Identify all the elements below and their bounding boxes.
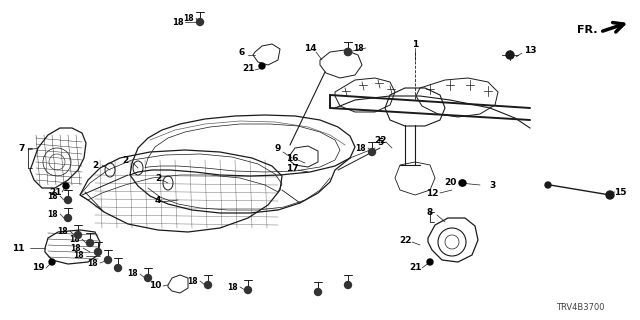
Text: 15: 15	[614, 188, 627, 196]
Circle shape	[65, 214, 72, 221]
Circle shape	[344, 49, 351, 55]
Text: 18: 18	[182, 13, 193, 22]
Text: 18: 18	[47, 191, 58, 201]
Text: TRV4B3700: TRV4B3700	[556, 303, 604, 313]
Text: 22: 22	[399, 236, 412, 244]
Text: 22: 22	[374, 135, 387, 145]
Circle shape	[259, 63, 265, 69]
Text: 10: 10	[149, 281, 161, 290]
Text: 18: 18	[57, 227, 67, 236]
Text: 2: 2	[155, 173, 161, 182]
Circle shape	[506, 51, 514, 59]
Text: 2: 2	[92, 161, 98, 170]
Text: 5: 5	[377, 138, 383, 147]
Text: 18: 18	[47, 210, 58, 219]
Text: FR.: FR.	[577, 25, 597, 35]
Text: 2: 2	[122, 156, 128, 164]
Circle shape	[545, 182, 551, 188]
Circle shape	[606, 191, 614, 199]
Text: 4: 4	[155, 196, 161, 204]
Text: 19: 19	[32, 263, 44, 273]
Text: 8: 8	[427, 207, 433, 217]
Text: 21: 21	[409, 263, 421, 273]
Circle shape	[86, 239, 93, 246]
Text: 18: 18	[86, 259, 97, 268]
Text: 7: 7	[19, 143, 25, 153]
Circle shape	[460, 180, 466, 186]
Text: 18: 18	[353, 44, 364, 52]
Text: 21: 21	[242, 63, 254, 73]
Circle shape	[369, 148, 376, 156]
Circle shape	[244, 286, 252, 293]
Text: 9: 9	[275, 143, 281, 153]
Text: 18: 18	[172, 18, 184, 27]
Circle shape	[344, 49, 351, 55]
Circle shape	[63, 183, 69, 189]
Circle shape	[344, 282, 351, 289]
Circle shape	[49, 259, 55, 265]
Circle shape	[65, 196, 72, 204]
Text: 13: 13	[524, 45, 536, 54]
Circle shape	[95, 249, 102, 255]
Circle shape	[314, 289, 321, 295]
Text: 1: 1	[412, 39, 418, 49]
Text: 18: 18	[227, 283, 237, 292]
Text: 21: 21	[49, 188, 61, 196]
Text: 14: 14	[304, 44, 316, 52]
Text: 12: 12	[426, 188, 438, 197]
Text: 18: 18	[127, 269, 138, 278]
Circle shape	[104, 257, 111, 263]
Text: 18: 18	[68, 235, 79, 244]
Circle shape	[196, 19, 204, 26]
Circle shape	[145, 275, 152, 282]
Text: 18: 18	[355, 143, 365, 153]
Text: 18: 18	[187, 276, 197, 285]
Text: 18: 18	[73, 252, 83, 260]
Circle shape	[427, 259, 433, 265]
Text: 20: 20	[444, 178, 456, 187]
Text: 11: 11	[12, 244, 24, 252]
Text: 18: 18	[70, 244, 80, 252]
Circle shape	[205, 282, 211, 289]
Text: 3: 3	[489, 180, 495, 189]
Circle shape	[459, 180, 465, 186]
Circle shape	[74, 231, 81, 238]
Circle shape	[115, 265, 122, 271]
Text: 17: 17	[285, 164, 298, 172]
Text: 6: 6	[239, 47, 245, 57]
Text: 16: 16	[285, 154, 298, 163]
